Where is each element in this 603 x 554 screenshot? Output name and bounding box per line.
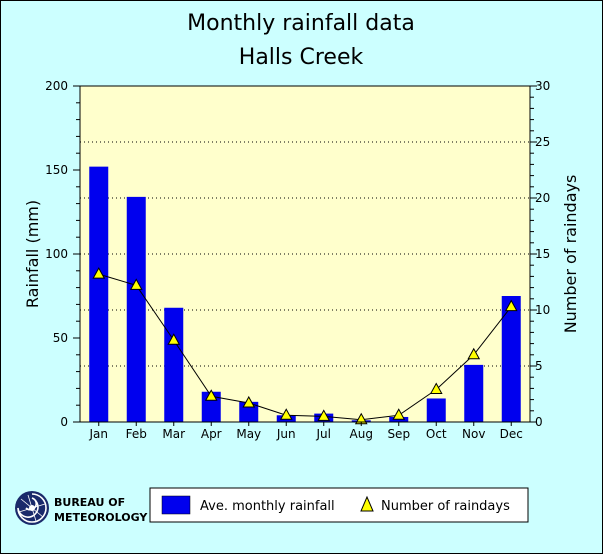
legend-rainfall: Ave. monthly rainfall (200, 499, 335, 514)
gridlines (80, 141, 530, 367)
legend-box (149, 487, 529, 523)
left-tick-label-100: 100 (45, 247, 68, 261)
raindays-marker-jun (279, 408, 293, 420)
right-tick-label-10: 10 (535, 303, 550, 317)
x-tick-label-feb: Feb (126, 427, 147, 441)
bom-swirl-icon (15, 491, 49, 525)
legend: Ave. monthly rainfall Number of raindays (149, 487, 529, 523)
raindays-marker-oct (429, 382, 443, 395)
x-tick-label-apr: Apr (201, 427, 222, 441)
raindays-line (98, 273, 512, 421)
right-tick-label-30: 30 (535, 79, 550, 93)
raindays-series (92, 267, 518, 425)
bom-line1: BUREAU OF (54, 496, 125, 509)
left-tick-label-150: 150 (45, 163, 68, 177)
raindays-marker-apr (204, 389, 218, 401)
right-tick-label-25: 25 (535, 135, 550, 149)
y2-axis-label: Number of raindays (561, 175, 580, 334)
bar-feb (126, 196, 146, 422)
x-tick-label-jul: Jul (316, 427, 331, 441)
bar-dec (501, 296, 521, 422)
bar-mar (164, 307, 184, 422)
left-tick-label-200: 200 (45, 79, 68, 93)
rainfall-bars (89, 166, 521, 422)
legend-raindays: Number of raindays (381, 499, 510, 514)
x-tick-label-oct: Oct (426, 427, 447, 441)
raindays-marker-nov (467, 347, 481, 360)
raindays-marker-dec (504, 299, 518, 312)
bar-oct (426, 398, 446, 422)
raindays-marker-may (242, 395, 256, 408)
raindays-marker-sep (392, 408, 406, 420)
chart-subtitle: Halls Creek (239, 45, 364, 70)
raindays-marker-jul (317, 409, 331, 421)
x-tick-label-mar: Mar (162, 427, 185, 441)
chart-title: Monthly rainfall data (187, 11, 415, 36)
right-tick-label-5: 5 (535, 359, 543, 373)
x-tick-label-jan: Jan (89, 427, 109, 441)
raindays-marker-feb (129, 278, 143, 290)
raindays-marker-mar (167, 333, 181, 345)
legend-triangle-marker (360, 495, 374, 512)
right-tick-label-0: 0 (535, 415, 543, 429)
bom-line2: METEOROLOGY (54, 511, 148, 524)
x-tick-label-nov: Nov (462, 427, 485, 441)
y-axis-label: Rainfall (mm) (23, 200, 42, 308)
bar-nov (464, 364, 484, 422)
legend-bar-swatch (161, 495, 191, 515)
x-tick-label-may: May (236, 427, 261, 441)
raindays-marker-jan (92, 267, 106, 279)
left-tick-label-50: 50 (53, 331, 68, 345)
right-tick-label-15: 15 (535, 247, 550, 261)
x-tick-label-sep: Sep (387, 427, 410, 441)
x-tick-label-aug: Aug (350, 427, 373, 441)
left-axis: 0 50 100 150 200 (45, 79, 80, 429)
right-axis: 0 5 10 15 20 25 30 (530, 79, 550, 429)
left-tick-label-0: 0 (60, 415, 68, 429)
right-tick-label-20: 20 (535, 191, 550, 205)
x-tick-label-jun: Jun (276, 427, 296, 441)
bar-jan (89, 166, 109, 422)
x-tick-label-dec: Dec (500, 427, 523, 441)
x-axis: Jan Feb Mar Apr May Jun Jul Aug Sep Oct Nov Dec (89, 422, 523, 441)
